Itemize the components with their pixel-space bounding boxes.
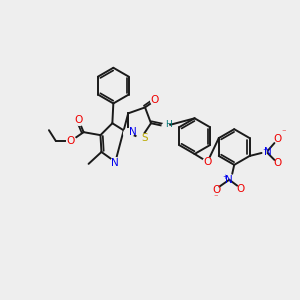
Text: O: O <box>212 184 220 195</box>
Text: ⁻: ⁻ <box>281 129 286 138</box>
Text: O: O <box>151 95 159 106</box>
Text: N: N <box>264 147 272 157</box>
Text: N: N <box>225 175 233 185</box>
Text: +: + <box>223 174 228 180</box>
Text: O: O <box>273 134 281 144</box>
Text: +: + <box>262 146 267 152</box>
Text: O: O <box>203 157 212 167</box>
Text: ⁻: ⁻ <box>213 193 218 202</box>
Text: N: N <box>111 158 119 168</box>
Text: O: O <box>74 115 83 125</box>
Text: O: O <box>273 158 281 168</box>
Text: O: O <box>236 184 244 194</box>
Text: H: H <box>165 120 172 129</box>
Text: O: O <box>67 136 75 146</box>
Text: N: N <box>129 127 137 137</box>
Text: S: S <box>142 133 148 143</box>
